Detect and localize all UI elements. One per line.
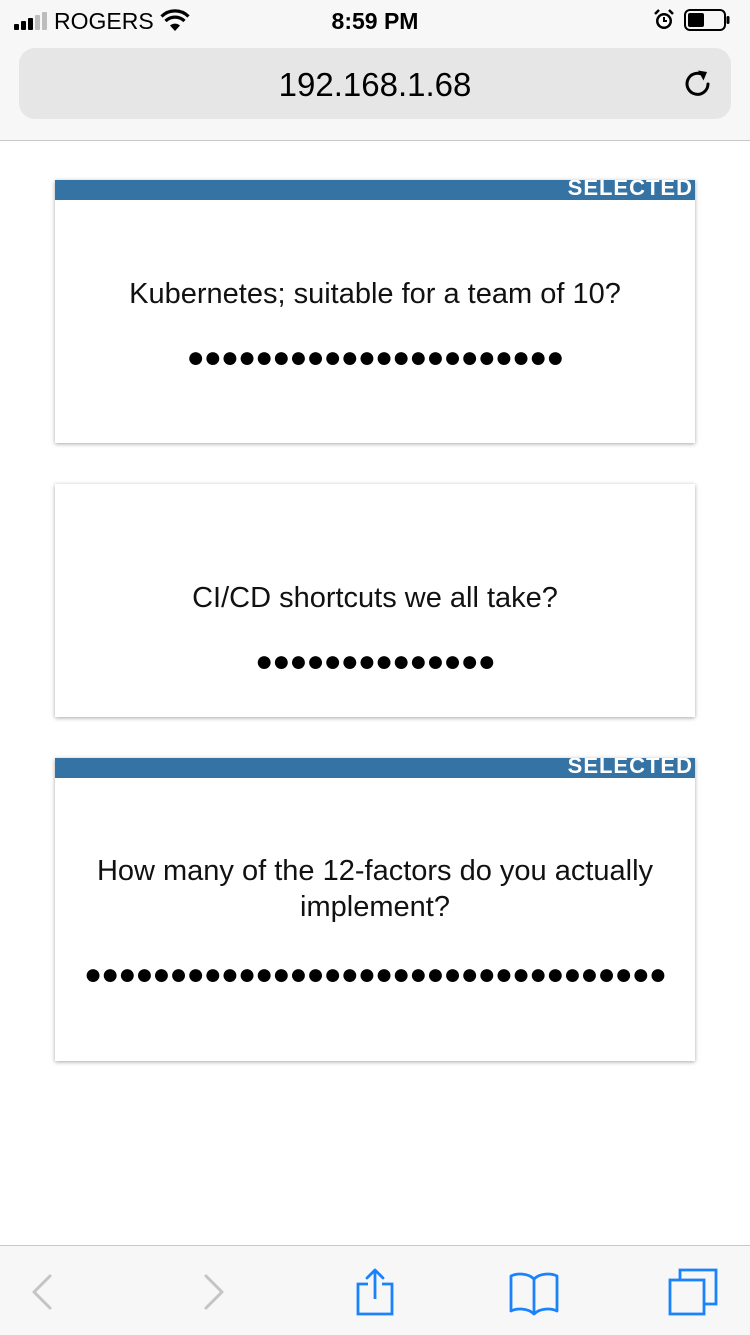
status-bar: ROGERS 8:59 PM [0,0,750,40]
tabs-icon[interactable] [668,1268,720,1316]
vote-dots: ●●●●●●●●●●●●●● [255,645,496,678]
selected-label: SELECTED [567,180,693,200]
carrier-name: ROGERS [54,8,154,34]
card-question: CI/CD shortcuts we all take? [192,582,558,614]
reload-icon[interactable] [681,67,715,101]
selected-banner: SELECTED [55,180,695,200]
wifi-icon [160,9,190,31]
browser-toolbar [0,1245,750,1335]
share-icon[interactable] [349,1268,401,1316]
back-icon[interactable] [18,1268,70,1316]
vote-dots: ●●●●●●●●●●●●●●●●●●●●●●●●●●●●●●●●●● [83,958,667,991]
forward-icon[interactable] [186,1268,238,1316]
status-time: 8:59 PM [331,8,419,34]
vote-dots: ●●●●●●●●●●●●●●●●●●●●●● [186,341,565,374]
topic-card[interactable]: SELECTED Kubernetes; suitable for a team… [55,180,695,443]
topic-card[interactable]: SELECTED How many of the 12-factors do y… [55,758,695,1061]
bookmarks-icon[interactable] [508,1268,560,1316]
card-question: Kubernetes; suitable for a team of 10? [129,278,621,310]
alarm-icon [654,9,674,29]
address-bar[interactable]: 192.168.1.68 [19,48,731,119]
browser-header: 192.168.1.68 [0,40,750,141]
selected-label: SELECTED [567,758,693,778]
signal-icon [14,12,50,30]
topic-card[interactable]: CI/CD shortcuts we all take? ●●●●●●●●●●●… [55,484,695,717]
url-text[interactable]: 192.168.1.68 [278,66,472,103]
card-question: How many of the 12-factors do you actual… [96,855,654,923]
selected-banner: SELECTED [55,758,695,778]
battery-icon [684,9,730,31]
